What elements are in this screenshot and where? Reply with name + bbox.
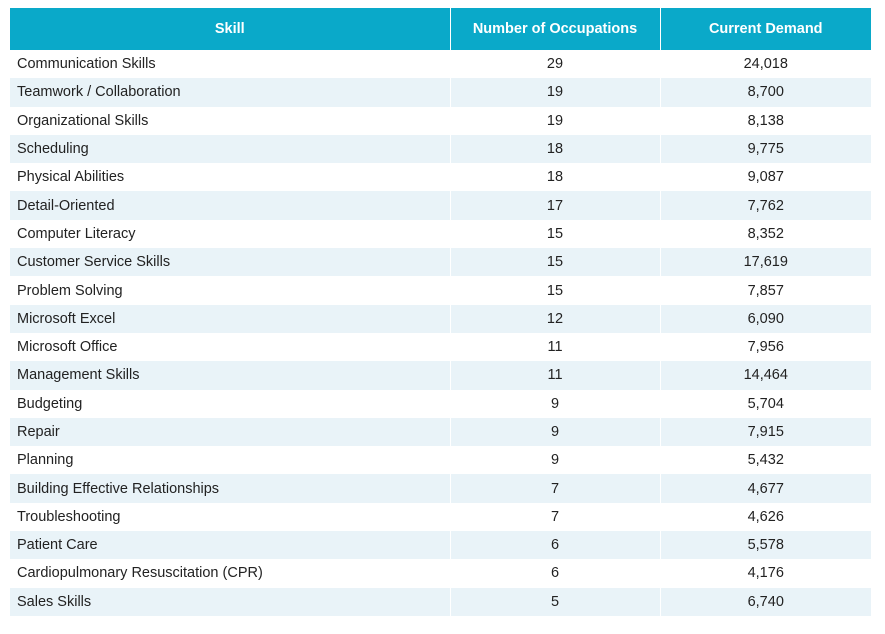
- cell-current-demand: 24,018: [743, 56, 788, 73]
- cell-current-demand: 4,626: [747, 508, 784, 525]
- cell-skill: Planning: [10, 446, 451, 475]
- cell-skill: Detail-Oriented: [10, 191, 451, 220]
- cell-current-demand: 17,619: [660, 248, 871, 277]
- cell-number-of-occupations: 7: [450, 474, 661, 503]
- table-row: Patient Care 6 5,578: [10, 531, 871, 560]
- cell-number-of-occupations: 18: [450, 163, 661, 192]
- table-row: Microsoft Excel 12 6,090: [10, 304, 871, 333]
- table-row: Customer Service Skills 15 17,619: [10, 248, 871, 277]
- cell-current-demand: 5,704: [747, 395, 784, 412]
- cell-current-demand: 9,775: [660, 134, 871, 164]
- cell-number-of-occupations: 7: [450, 502, 661, 532]
- cell-current-demand: 5,432: [747, 452, 784, 469]
- cell-number-of-occupations: 18: [450, 134, 661, 164]
- cell-skill: Repair: [10, 417, 451, 447]
- cell-skill: Problem Solving: [10, 276, 451, 305]
- cell-skill: Sales Skills: [10, 587, 451, 616]
- table-row: Organizational Skills 19 8,138: [10, 106, 871, 135]
- cell-number-of-occupations: 11: [450, 332, 661, 362]
- table-row: Management Skills 11 14,464: [10, 361, 871, 390]
- table-row: Detail-Oriented 17 7,762: [10, 191, 871, 220]
- cell-number-of-occupations: 15: [450, 219, 661, 249]
- table-row: Repair 9 7,915: [10, 417, 871, 447]
- cell-skill: Customer Service Skills: [10, 248, 451, 277]
- cell-skill: Teamwork / Collaboration: [10, 78, 451, 107]
- table-row: Communication Skills 29 24,018: [10, 50, 871, 79]
- table-row: Budgeting 9 5,704: [10, 389, 871, 418]
- cell-skill: Microsoft Office: [10, 332, 451, 362]
- cell-skill: Physical Abilities: [10, 163, 451, 192]
- table-row: Building Effective Relationships 7 4,677: [10, 474, 871, 503]
- table-row: Troubleshooting 7 4,626: [10, 502, 871, 532]
- cell-number-of-occupations: 11: [450, 361, 661, 390]
- cell-current-demand: 5,578: [660, 531, 871, 560]
- table-header: Skill Number of Occupations Current Dema…: [10, 8, 871, 50]
- cell-skill: Troubleshooting: [10, 502, 451, 532]
- table-row: Problem Solving 15 7,857: [10, 276, 871, 305]
- cell-number-of-occupations: 12: [450, 304, 661, 333]
- table-row: Computer Literacy 15 8,352: [10, 219, 871, 249]
- cell-skill: Budgeting: [10, 389, 451, 418]
- cell-current-demand: 6,740: [660, 587, 871, 616]
- cell-current-demand: 7,915: [660, 417, 871, 447]
- table-row: Microsoft Office 11 7,956: [10, 332, 871, 362]
- cell-number-of-occupations: 19: [450, 78, 661, 107]
- table-row: Physical Abilities 18 9,087: [10, 163, 871, 192]
- cell-number-of-occupations: 9: [450, 446, 661, 475]
- cell-current-demand: 8,138: [747, 112, 784, 129]
- cell-skill: Management Skills: [10, 361, 451, 390]
- header-row: Skill Number of Occupations Current Dema…: [10, 8, 871, 50]
- cell-number-of-occupations: 29: [450, 50, 661, 79]
- cell-current-demand: 4,677: [660, 474, 871, 503]
- cell-skill: Cardiopulmonary Resuscitation (CPR): [10, 559, 451, 588]
- table-row: Scheduling 18 9,775: [10, 134, 871, 164]
- cell-number-of-occupations: 15: [450, 276, 661, 305]
- cell-number-of-occupations: 6: [450, 559, 661, 588]
- table-row: Sales Skills 5 6,740: [10, 587, 871, 616]
- cell-number-of-occupations: 15: [450, 248, 661, 277]
- cell-skill: Scheduling: [10, 134, 451, 164]
- cell-current-demand: 7,857: [747, 282, 784, 299]
- cell-skill: Building Effective Relationships: [10, 474, 451, 503]
- skills-table: Skill Number of Occupations Current Dema…: [10, 8, 871, 616]
- cell-current-demand: 8,700: [660, 78, 871, 107]
- table-row: Teamwork / Collaboration 19 8,700: [10, 78, 871, 107]
- cell-number-of-occupations: 9: [450, 417, 661, 447]
- cell-current-demand: 9,087: [747, 169, 784, 186]
- cell-skill: Computer Literacy: [10, 219, 451, 249]
- table-row: Planning 9 5,432: [10, 446, 871, 475]
- cell-current-demand: 14,464: [660, 361, 871, 390]
- cell-skill: Organizational Skills: [10, 106, 451, 135]
- cell-current-demand: 7,762: [660, 191, 871, 220]
- cell-skill: Communication Skills: [10, 50, 451, 79]
- cell-current-demand: 7,956: [747, 339, 784, 356]
- cell-current-demand: 8,352: [747, 225, 784, 242]
- header-current-demand: Current Demand: [660, 8, 871, 50]
- cell-number-of-occupations: 19: [450, 106, 661, 135]
- table-row: Cardiopulmonary Resuscitation (CPR) 6 4,17…: [10, 559, 871, 588]
- header-number-of-occupations: Number of Occupations: [450, 8, 661, 50]
- header-skill: Skill: [10, 8, 451, 50]
- cell-number-of-occupations: 6: [450, 531, 661, 560]
- cell-skill: Patient Care: [10, 531, 451, 560]
- cell-skill: Microsoft Excel: [10, 304, 451, 333]
- cell-current-demand: 4,176: [747, 565, 784, 582]
- cell-number-of-occupations: 9: [450, 389, 661, 418]
- cell-number-of-occupations: 17: [450, 191, 661, 220]
- cell-current-demand: 6,090: [660, 304, 871, 333]
- skills-table-container: Skill Number of Occupations Current Dema…: [10, 8, 871, 616]
- table-body: Communication Skills 29 24,018 Teamwork / C…: [10, 50, 871, 616]
- cell-number-of-occupations: 5: [450, 587, 661, 616]
